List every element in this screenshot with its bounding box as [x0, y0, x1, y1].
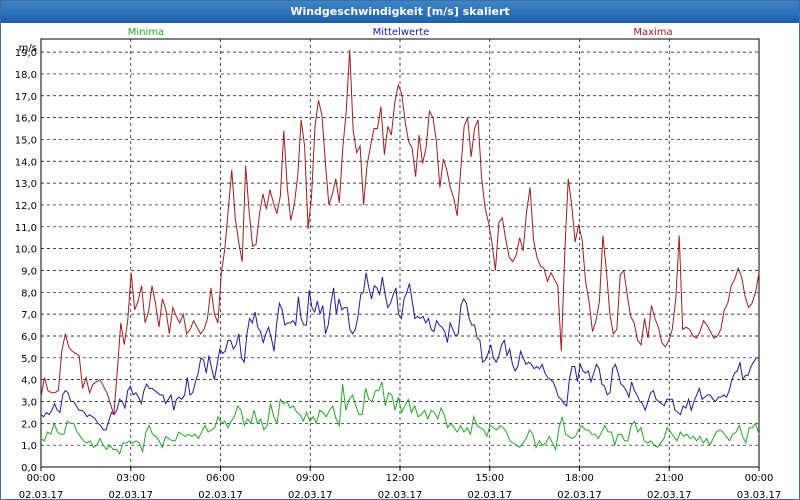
x-tick-time: 00:00 — [27, 473, 56, 484]
y-tick-label: 6,0 — [21, 332, 37, 343]
y-tick-label: 8,0 — [21, 288, 37, 299]
y-tick-label: 18,0 — [15, 70, 37, 81]
x-tick-date: 02.03.17 — [108, 490, 153, 499]
y-tick-label: 0,0 — [21, 463, 37, 474]
x-tick-time: 09:00 — [296, 473, 325, 484]
y-tick-label: 13,0 — [15, 179, 37, 190]
x-tick-time: 18:00 — [565, 473, 594, 484]
y-tick-label: 1,0 — [21, 441, 37, 452]
x-tick-date: 03.03.17 — [737, 490, 782, 499]
x-tick-date: 02.03.17 — [647, 490, 692, 499]
y-tick-label: 5,0 — [21, 354, 37, 365]
series-lines — [40, 49, 760, 455]
legend-max: Maxima — [633, 27, 672, 38]
legend: Minima Mittelwerte Maxima — [128, 27, 673, 38]
y-tick-label: 10,0 — [15, 245, 37, 256]
x-tick-date: 02.03.17 — [19, 490, 64, 499]
y-tick-label: 7,0 — [21, 310, 37, 321]
x-tick-time: 12:00 — [386, 473, 415, 484]
y-tick-label: 17,0 — [15, 92, 37, 103]
x-tick-time: 03:00 — [116, 473, 145, 484]
series-line-max — [40, 49, 760, 415]
series-line-avg — [40, 272, 759, 431]
x-tick-date: 02.03.17 — [557, 490, 602, 499]
x-tick-time: 00:00 — [745, 473, 774, 484]
y-tick-label: 2,0 — [21, 419, 37, 430]
x-tick-date: 02.03.17 — [378, 490, 423, 499]
series-line-min — [40, 381, 760, 455]
y-tick-label: 9,0 — [21, 266, 37, 277]
legend-avg: Mittelwerte — [373, 27, 430, 38]
x-tick-time: 06:00 — [206, 473, 235, 484]
y-axis: 0,0 1,0 2,0 3,0 4,0 5,0 6,0 7,0 8,0 9,0 10,0 11,0 12… — [15, 43, 37, 474]
x-axis: 00:00 02.03.17 03:00 02.03.17 06:00 02.03.17 0… — [19, 467, 782, 499]
y-tick-label: 15,0 — [15, 135, 37, 146]
y-tick-label: 14,0 — [15, 157, 37, 168]
y-tick-label: 12,0 — [15, 201, 37, 212]
x-tick-date: 02.03.17 — [467, 490, 512, 499]
y-tick-label: 16,0 — [15, 114, 37, 125]
x-tick-time: 15:00 — [475, 473, 504, 484]
x-tick-date: 02.03.17 — [288, 490, 333, 499]
x-tick-date: 02.03.17 — [198, 490, 243, 499]
y-axis-unit: m/s — [19, 43, 37, 54]
y-tick-label: 19,0 — [15, 48, 37, 59]
x-tick-time: 21:00 — [655, 473, 684, 484]
wind-speed-chart: Minima Mittelwerte Maxima 0,0 1,0 2,0 3,0 4,0 5… — [15, 27, 782, 499]
legend-min: Minima — [128, 27, 164, 38]
y-tick-label: 3,0 — [21, 397, 37, 408]
y-tick-label: 11,0 — [15, 223, 37, 234]
y-tick-label: 4,0 — [21, 376, 37, 387]
window-title: Windgeschwindigkeit [m/s] skaliert — [1, 1, 799, 23]
